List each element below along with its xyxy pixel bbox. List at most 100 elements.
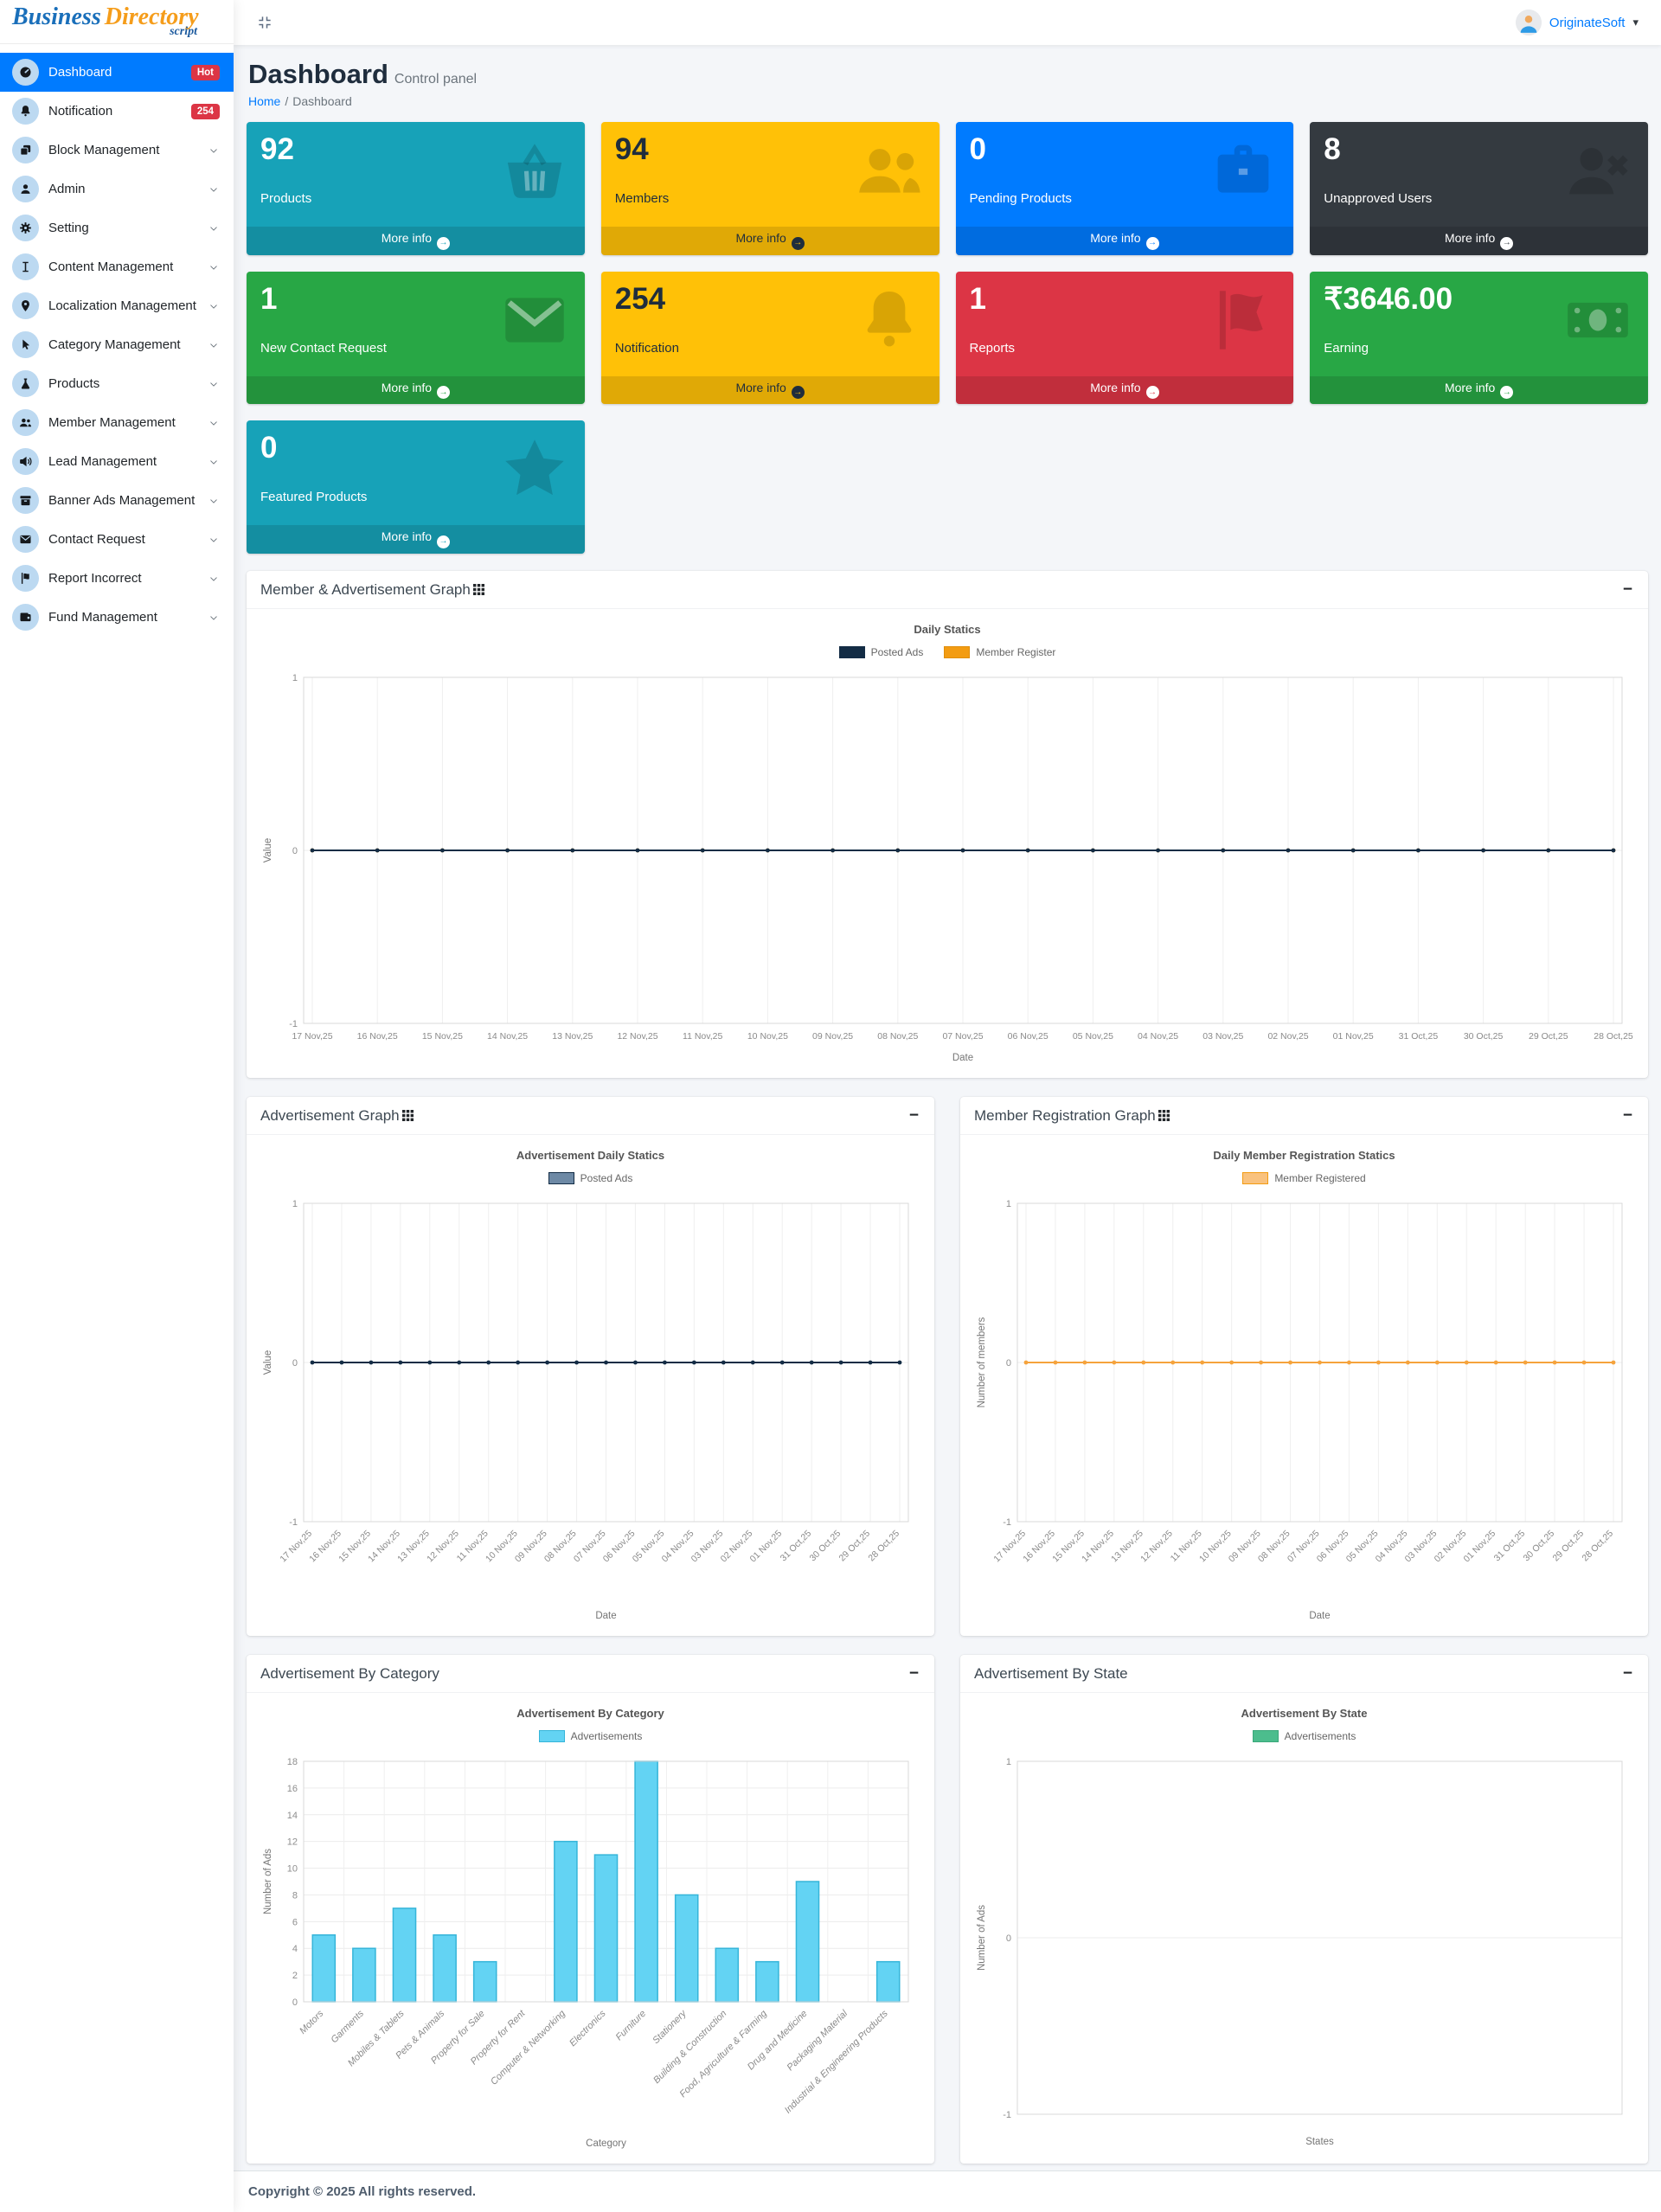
- svg-text:14 Nov,25: 14 Nov,25: [487, 1031, 528, 1042]
- fullscreen-toggle-icon[interactable]: [256, 14, 273, 31]
- collapse-button[interactable]: −: [908, 1664, 919, 1683]
- svg-text:01 Nov,25: 01 Nov,25: [748, 1528, 785, 1564]
- sidebar-item-lead-management[interactable]: Lead Management: [0, 442, 234, 481]
- sidebar-item-label: Member Management: [48, 415, 176, 430]
- info-box-value: 94: [614, 132, 649, 166]
- svg-text:07 Nov,25: 07 Nov,25: [942, 1031, 983, 1042]
- info-box-value: 92: [260, 132, 294, 166]
- brand-logo[interactable]: Business Directory script: [0, 0, 234, 44]
- bell-big-icon: [851, 282, 927, 358]
- user-menu[interactable]: OriginateSoft ▾: [1515, 10, 1639, 35]
- svg-text:29 Oct,25: 29 Oct,25: [1529, 1031, 1568, 1042]
- info-box-reports: 1 Reports More info →: [955, 271, 1294, 404]
- sidebar-item-fund-management[interactable]: Fund Management: [0, 598, 234, 637]
- brand-word-business: Business: [12, 3, 101, 30]
- chevron-down-icon: [208, 573, 220, 585]
- svg-text:-1: -1: [289, 1517, 298, 1528]
- legend-item: Posted Ads: [548, 1171, 633, 1184]
- sidebar-item-dashboard[interactable]: Dashboard Hot: [0, 53, 234, 92]
- sidebar-item-report-incorrect[interactable]: Report Incorrect: [0, 559, 234, 598]
- sidebar-item-content-management[interactable]: Content Management: [0, 247, 234, 286]
- gear-icon: [12, 215, 39, 241]
- card-header: Advertisement Graph −: [247, 1097, 934, 1135]
- speedometer-icon: [12, 59, 39, 86]
- sidebar-item-member-management[interactable]: Member Management: [0, 403, 234, 442]
- arrow-circle-right-icon: →: [437, 236, 451, 250]
- more-info-link[interactable]: More info →: [1310, 375, 1648, 404]
- sidebar-item-label: Contact Request: [48, 532, 145, 547]
- more-info-link[interactable]: More info →: [955, 375, 1294, 404]
- sidebar-item-block-management[interactable]: Block Management: [0, 131, 234, 170]
- more-info-link[interactable]: More info →: [1310, 227, 1648, 255]
- archive-icon: [12, 487, 39, 514]
- arrow-circle-right-icon: →: [1500, 236, 1514, 250]
- more-info-link[interactable]: More info →: [247, 375, 585, 404]
- sidebar-item-contact-request[interactable]: Contact Request: [0, 520, 234, 559]
- legend-swatch: [944, 645, 971, 658]
- chevron-down-icon: [208, 300, 220, 312]
- more-info-link[interactable]: More info →: [247, 227, 585, 255]
- more-info-link[interactable]: More info →: [600, 227, 940, 255]
- sidebar-item-setting[interactable]: Setting: [0, 208, 234, 247]
- chart-title: Daily Statics: [914, 622, 981, 636]
- grid-icon: [472, 584, 484, 595]
- breadcrumb-home-link[interactable]: Home: [248, 94, 281, 108]
- svg-text:8: 8: [292, 1890, 298, 1901]
- collapse-button[interactable]: −: [908, 1106, 919, 1125]
- svg-text:02 Nov,25: 02 Nov,25: [1267, 1031, 1308, 1042]
- collapse-button[interactable]: −: [1622, 1106, 1632, 1125]
- breadcrumb: Home / Dashboard: [248, 94, 1646, 108]
- legend-label: Posted Ads: [580, 1171, 633, 1184]
- sidebar-item-label: Products: [48, 376, 100, 391]
- sidebar-item-notification[interactable]: Notification 254: [0, 92, 234, 131]
- blocks-icon: [12, 137, 39, 163]
- envelope-big-icon: [497, 282, 573, 358]
- card-header: Member & Advertisement Graph −: [247, 571, 1648, 609]
- charts-row-2: Advertisement By Category − Advertisemen…: [247, 1636, 1648, 2164]
- svg-text:16 Nov,25: 16 Nov,25: [357, 1031, 398, 1042]
- sidebar-item-localization-management[interactable]: Localization Management: [0, 286, 234, 325]
- svg-text:2: 2: [292, 1971, 298, 1981]
- grid-icon: [1158, 1110, 1170, 1121]
- user-icon: [12, 176, 39, 202]
- collapse-button[interactable]: −: [1622, 1664, 1632, 1683]
- svg-text:01 Nov,25: 01 Nov,25: [1333, 1031, 1374, 1042]
- svg-text:6: 6: [292, 1917, 298, 1927]
- collapse-button[interactable]: −: [1622, 580, 1632, 599]
- card-member-advertisement-graph: Member & Advertisement Graph − Daily Sta…: [247, 570, 1648, 1078]
- svg-text:Computer & Networking: Computer & Networking: [489, 2008, 568, 2087]
- svg-text:13 Nov,25: 13 Nov,25: [552, 1031, 593, 1042]
- sidebar-item-banner-ads-management[interactable]: Banner Ads Management: [0, 481, 234, 520]
- more-info-link[interactable]: More info →: [955, 227, 1294, 255]
- card-title: Advertisement Graph: [260, 1106, 400, 1124]
- info-box-label: Notification: [614, 340, 679, 356]
- svg-text:30 Oct,25: 30 Oct,25: [1522, 1528, 1557, 1563]
- svg-text:14: 14: [287, 1810, 298, 1820]
- svg-text:12: 12: [287, 1837, 298, 1847]
- sidebar: Business Directory script Dashboard Hot No…: [0, 0, 234, 2212]
- info-box-featured-products: 0 Featured Products More info →: [247, 420, 585, 554]
- svg-text:08 Nov,25: 08 Nov,25: [877, 1031, 918, 1042]
- sidebar-item-category-management[interactable]: Category Management: [0, 325, 234, 364]
- card-header: Advertisement By Category −: [247, 1655, 934, 1693]
- info-box-unapproved-users: 8 Unapproved Users More info →: [1310, 122, 1648, 255]
- svg-text:29 Oct,25: 29 Oct,25: [837, 1528, 872, 1563]
- info-box-grid: 92 Products More info → 94 Members More info → 0…: [247, 122, 1648, 554]
- money-icon: [1560, 282, 1636, 358]
- more-info-link[interactable]: More info →: [247, 525, 585, 554]
- svg-text:10 Nov,25: 10 Nov,25: [747, 1031, 788, 1042]
- chevron-down-icon: [208, 339, 220, 351]
- arrow-circle-right-icon: →: [791, 386, 805, 399]
- sidebar-item-admin[interactable]: Admin: [0, 170, 234, 208]
- page-header: Dashboard Control panel Home / Dashboard: [248, 59, 1646, 108]
- svg-text:28 Oct,25: 28 Oct,25: [1594, 1031, 1633, 1042]
- sidebar-item-label: Fund Management: [48, 610, 157, 625]
- svg-text:06 Nov,25: 06 Nov,25: [1008, 1031, 1049, 1042]
- card-header: Member Registration Graph −: [960, 1097, 1648, 1135]
- svg-text:11 Nov,25: 11 Nov,25: [683, 1031, 722, 1042]
- more-info-link[interactable]: More info →: [600, 375, 940, 404]
- sidebar-item-products[interactable]: Products: [0, 364, 234, 403]
- sidebar-item-label: Admin: [48, 182, 86, 196]
- svg-text:31 Oct,25: 31 Oct,25: [1492, 1528, 1528, 1563]
- chart-advertisement-daily-statics: 1 0 -1 17 Nov,25 16 Nov,25 15 Nov,25 14 Nov,25…: [259, 1195, 922, 1629]
